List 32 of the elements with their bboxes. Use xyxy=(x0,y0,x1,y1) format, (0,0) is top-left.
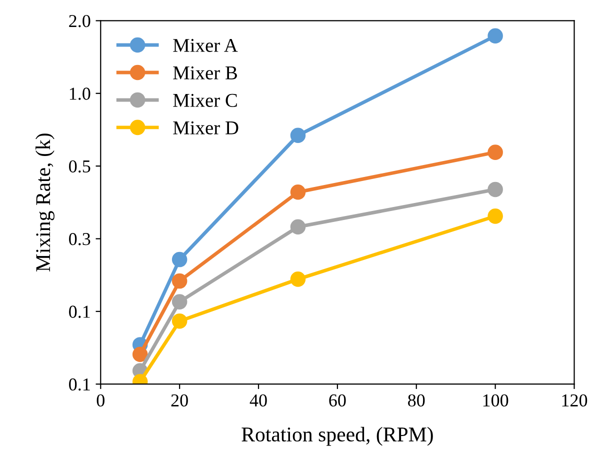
y-tick-label: 0.1 xyxy=(69,306,90,318)
legend-label: Mixer A xyxy=(173,38,238,52)
point xyxy=(488,182,503,198)
point xyxy=(172,252,188,268)
y-tick-label: 1.0 xyxy=(70,88,90,100)
point xyxy=(290,128,306,144)
point xyxy=(172,294,188,310)
point xyxy=(172,313,188,329)
y-tick-label: 0.1 xyxy=(69,378,90,391)
x-tick-label: 0 xyxy=(96,394,104,407)
y-tick-label: 0.5 xyxy=(69,160,90,173)
point xyxy=(488,144,503,160)
x-tick-label: 40 xyxy=(250,394,267,407)
y-axis-title: Mixing Rate, (k) xyxy=(36,134,54,272)
x-axis-title: Rotation speed, (RPM) xyxy=(242,426,433,446)
point xyxy=(488,28,503,44)
point xyxy=(290,184,306,200)
legend-label: Mixer C xyxy=(173,94,237,107)
x-tick-label: 20 xyxy=(171,394,188,407)
point xyxy=(172,273,188,289)
y-tick-label: 0.3 xyxy=(69,232,90,246)
x-tick-label: 100 xyxy=(483,394,508,407)
point xyxy=(488,208,503,224)
point xyxy=(132,346,148,362)
x-tick-label: 80 xyxy=(408,394,425,407)
x-tick-label: 120 xyxy=(562,394,588,407)
legend-label: Mixer D xyxy=(173,121,238,134)
legend-label: Mixer B xyxy=(173,66,237,80)
y-tick-label: 2.0 xyxy=(69,14,90,28)
x-tick-label: 60 xyxy=(329,394,346,407)
point xyxy=(290,219,306,234)
point xyxy=(290,272,306,287)
